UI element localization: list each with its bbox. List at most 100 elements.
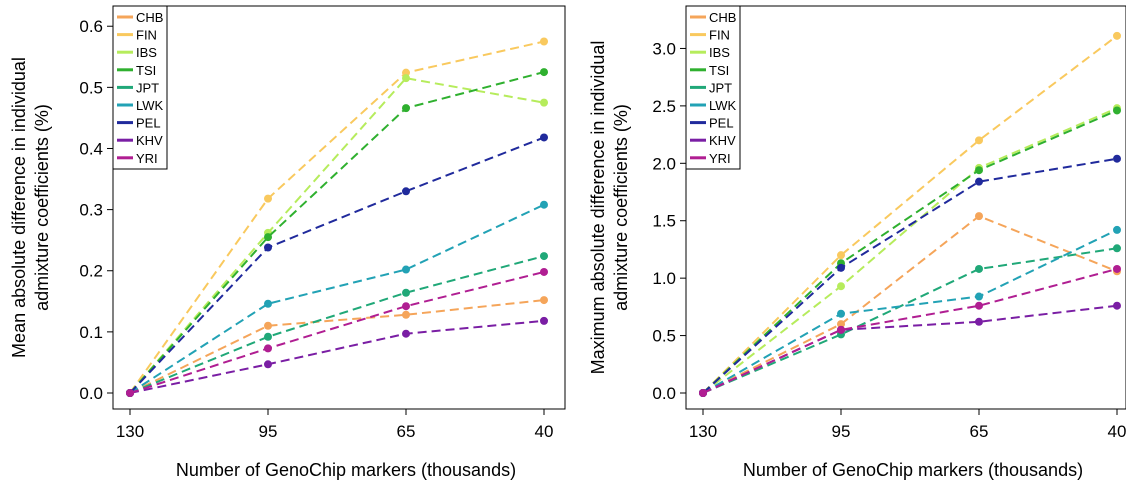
legend-label: PEL xyxy=(709,116,734,131)
data-point xyxy=(264,243,272,252)
chart-2: 0.0 0.5 1.0 1.5 2.0 2.5 3.0 130 95 65 40 Number of … xyxy=(588,5,1126,480)
x-axis-label: Number of GenoChip markers (thousands) xyxy=(743,460,1083,480)
series-lwk xyxy=(126,200,548,397)
data-point xyxy=(264,299,272,308)
x-tick-label: 40 xyxy=(535,422,554,441)
data-point xyxy=(264,344,272,353)
legend-label: FIN xyxy=(709,28,730,43)
data-point xyxy=(837,309,845,318)
data-point xyxy=(837,320,845,329)
series-line xyxy=(129,71,545,394)
data-point xyxy=(540,316,548,325)
data-point xyxy=(975,301,983,310)
data-point xyxy=(264,194,272,203)
data-point xyxy=(264,332,272,341)
chart-1: 0.0 0.1 0.2 0.3 0.4 0.5 0.6 130 95 65 40 Number of … xyxy=(9,5,566,480)
y-tick-label: 0.5 xyxy=(79,78,103,97)
data-point xyxy=(975,264,983,273)
data-point xyxy=(975,212,983,221)
data-point xyxy=(264,233,272,242)
data-point xyxy=(975,166,983,175)
series-khv xyxy=(126,316,548,397)
series-pel xyxy=(699,154,1121,397)
legend-label: YRI xyxy=(136,151,158,166)
y-tick-label: 1.5 xyxy=(652,212,676,231)
data-point xyxy=(540,37,548,46)
y-tick-label: 0.6 xyxy=(79,17,103,36)
series-line xyxy=(129,319,545,394)
data-point xyxy=(1113,264,1121,273)
data-point xyxy=(540,98,548,107)
series-line xyxy=(702,35,1118,394)
data-point xyxy=(975,317,983,326)
data-point xyxy=(1113,31,1121,40)
x-tick-label: 40 xyxy=(1108,422,1126,441)
series-line xyxy=(129,203,545,394)
data-point xyxy=(402,74,410,83)
data-point xyxy=(402,68,410,77)
legend-label: LWK xyxy=(136,98,164,113)
series-line xyxy=(702,247,1118,394)
series-fin xyxy=(699,31,1121,397)
series-line xyxy=(702,109,1118,394)
data-point xyxy=(1113,154,1121,163)
data-point xyxy=(540,296,548,305)
plot-frame xyxy=(112,5,566,410)
data-point xyxy=(402,329,410,338)
y-axis-label: Mean absolute difference in individual xyxy=(9,57,29,358)
legend-label: FIN xyxy=(136,28,157,43)
y-tick-label: 3.0 xyxy=(652,39,676,58)
legend-label: JPT xyxy=(709,80,732,95)
data-point xyxy=(975,177,983,186)
data-point xyxy=(699,389,707,397)
y-tick-label: 2.5 xyxy=(652,97,676,116)
data-point xyxy=(126,389,134,397)
y-tick-label: 1.0 xyxy=(652,269,676,288)
x-tick-label: 130 xyxy=(689,422,717,441)
data-point xyxy=(402,310,410,319)
y-tick-label: 0.4 xyxy=(79,139,103,158)
data-point xyxy=(975,292,983,301)
legend: CHB FIN IBS TSI JPT LWK PEL KHV YRI xyxy=(685,5,741,170)
data-point xyxy=(1113,244,1121,253)
data-point xyxy=(837,325,845,334)
series-line xyxy=(702,157,1118,394)
series-yri xyxy=(699,264,1121,397)
data-point xyxy=(264,360,272,369)
legend-label: PEL xyxy=(136,116,161,131)
legend-label: CHB xyxy=(136,10,163,25)
legend: CHB FIN IBS TSI JPT LWK PEL KHV YRI xyxy=(112,5,168,170)
series-line xyxy=(129,136,545,394)
series-jpt xyxy=(699,244,1121,397)
data-point xyxy=(402,104,410,113)
series-ibs xyxy=(699,104,1121,397)
data-point xyxy=(540,133,548,142)
x-tick-label: 65 xyxy=(397,422,416,441)
data-point xyxy=(402,265,410,274)
x-axis-label: Number of GenoChip markers (thousands) xyxy=(176,460,516,480)
series-line xyxy=(129,77,545,394)
legend-label: KHV xyxy=(136,133,163,148)
series-yri xyxy=(126,267,548,397)
y-tick-label: 0.3 xyxy=(79,201,103,220)
y-tick-label: 0.5 xyxy=(652,327,676,346)
data-point xyxy=(540,68,548,77)
y-axis-label: admixture coefficients (%) xyxy=(32,104,52,311)
data-point xyxy=(837,251,845,260)
series-chb xyxy=(126,296,548,397)
y-tick-label: 2.0 xyxy=(652,154,676,173)
y-tick-label: 0.0 xyxy=(652,384,676,403)
x-tick-label: 95 xyxy=(832,422,851,441)
series-tsi xyxy=(699,106,1121,397)
y-tick-label: 0.1 xyxy=(79,323,103,342)
series-line xyxy=(129,299,545,394)
legend-label: TSI xyxy=(709,63,729,78)
y-tick-label: 0.2 xyxy=(79,262,103,281)
y-tick-label: 0.0 xyxy=(79,384,103,403)
data-point xyxy=(837,263,845,272)
data-point xyxy=(402,288,410,297)
series-line xyxy=(129,270,545,394)
legend-label: IBS xyxy=(709,45,730,60)
x-tick-label: 65 xyxy=(970,422,989,441)
x-tick-label: 130 xyxy=(116,422,144,441)
